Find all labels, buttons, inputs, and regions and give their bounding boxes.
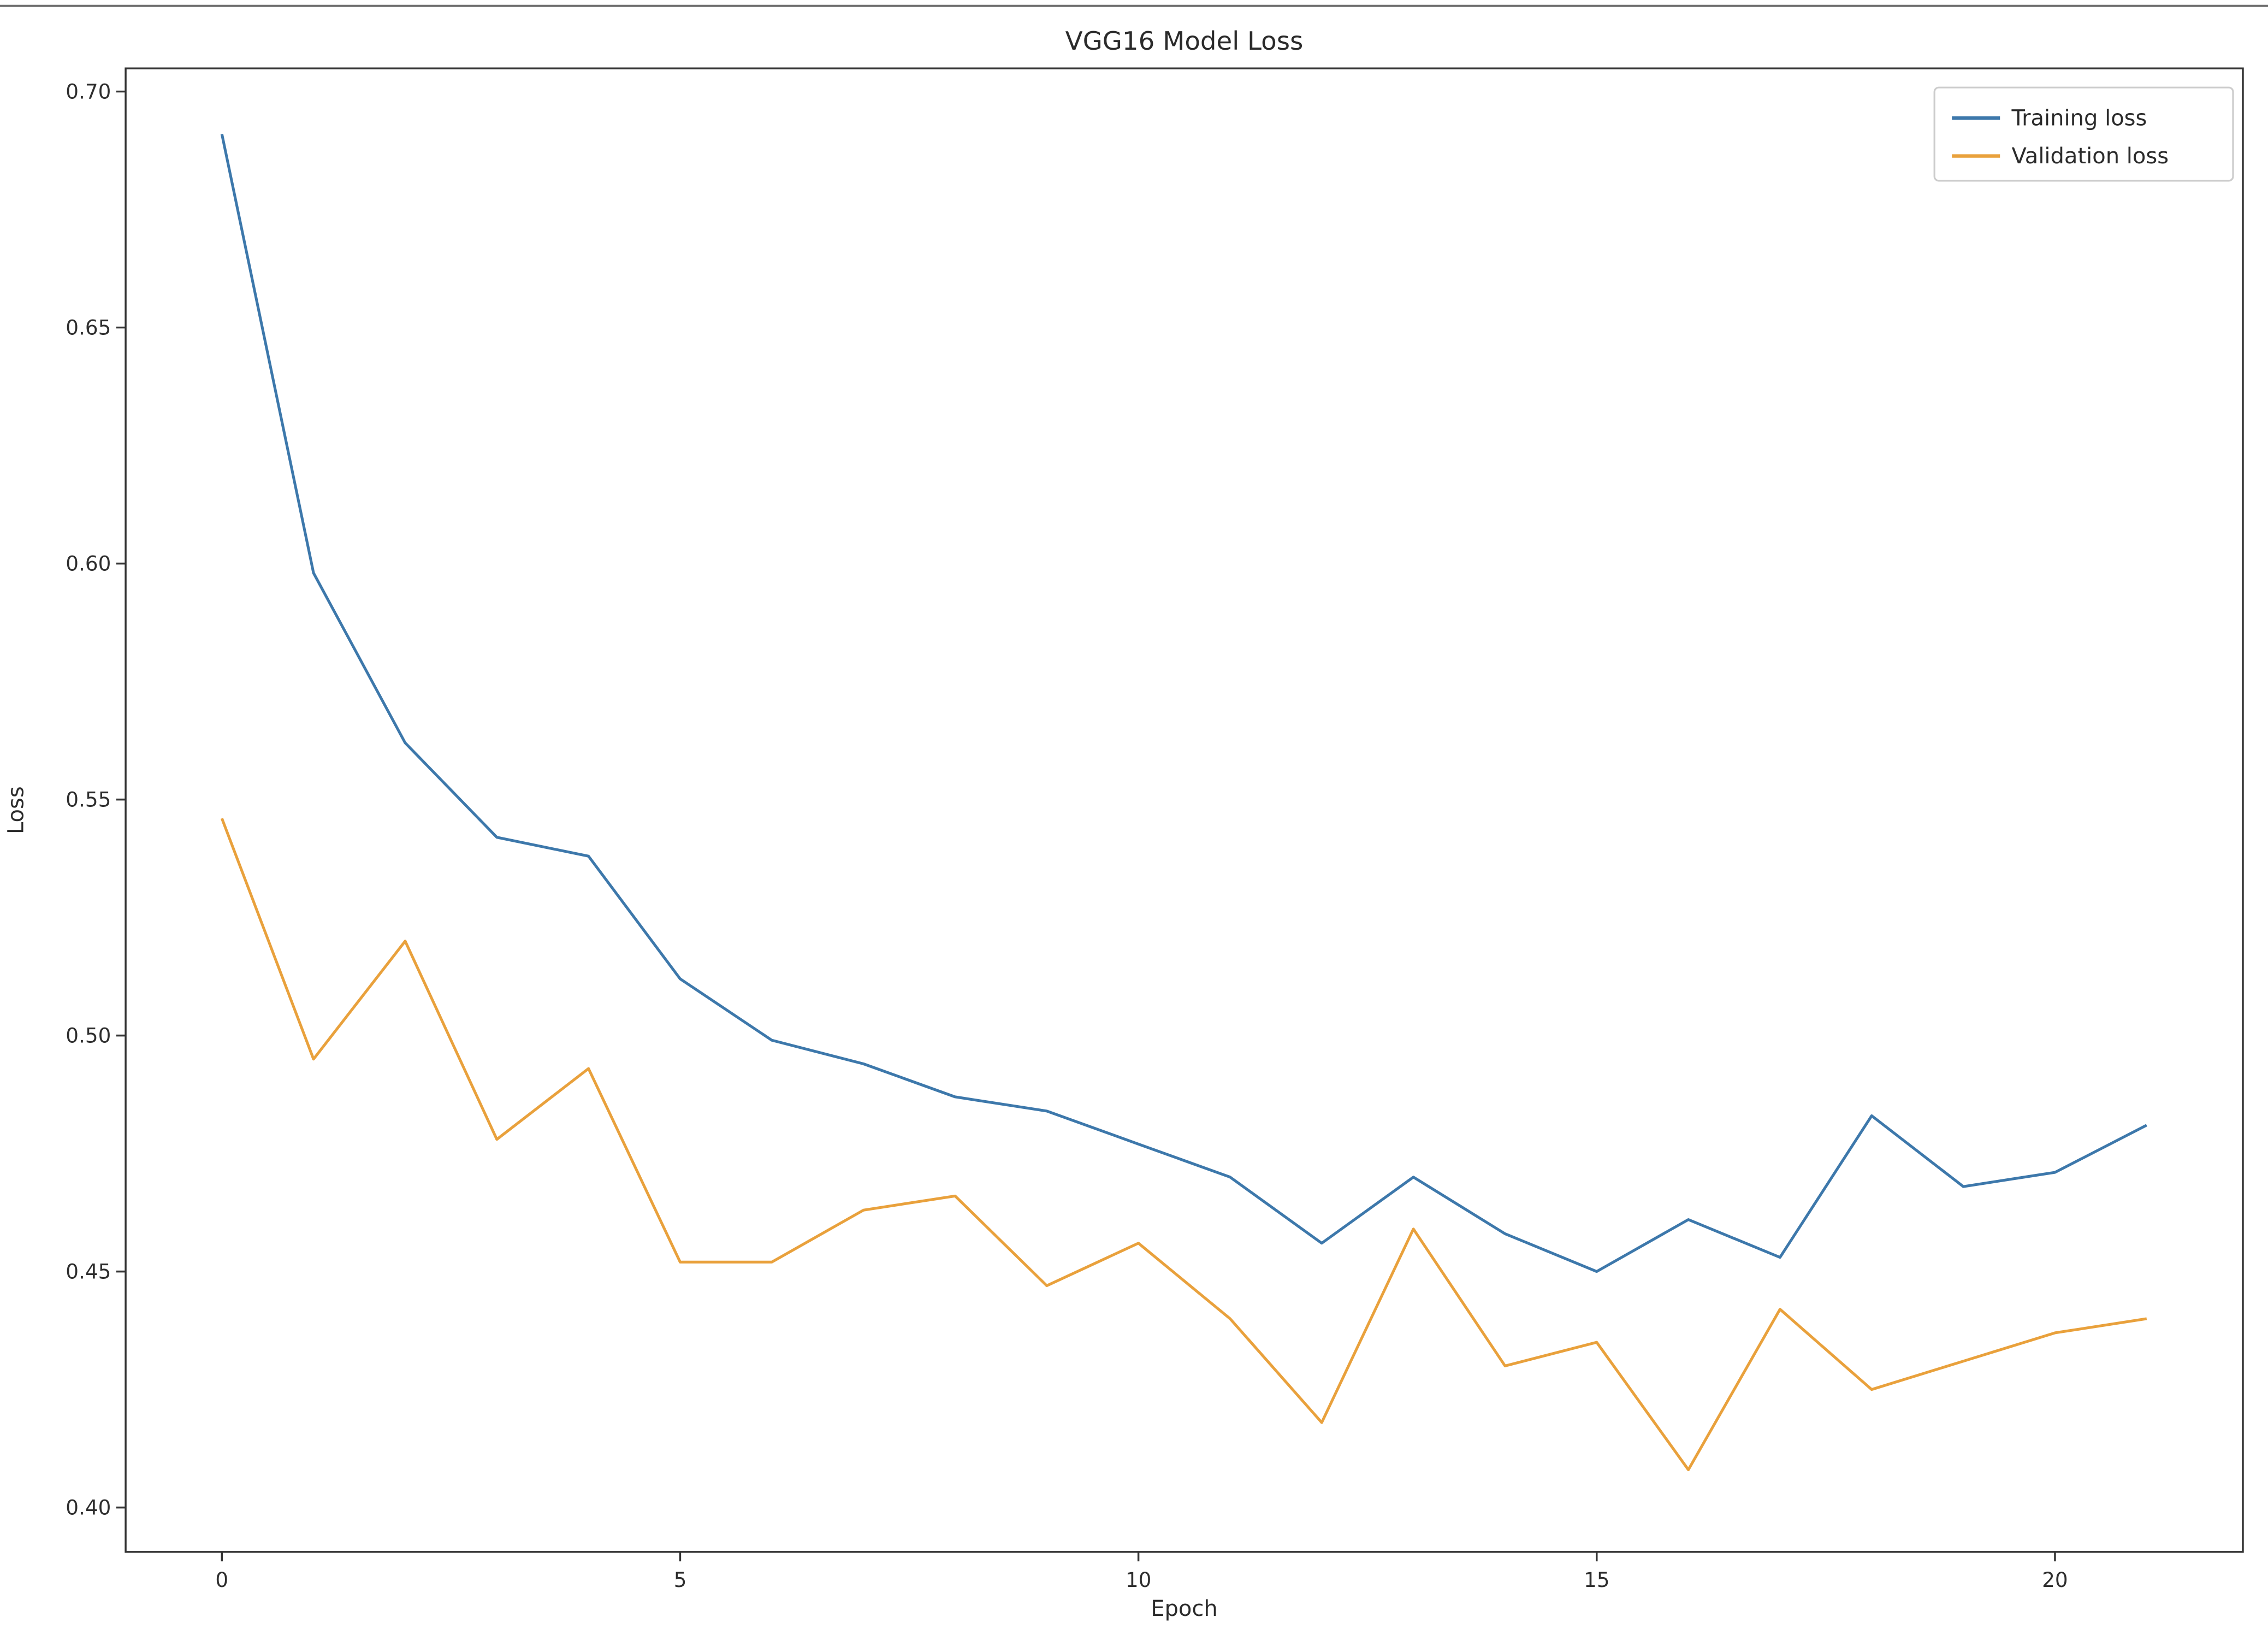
legend-label-validation-loss: Validation loss	[2012, 144, 2169, 169]
series-line-validation-loss	[220, 818, 2147, 1472]
x-tick-label: 5	[674, 1568, 687, 1592]
y-axis-label: Loss	[4, 786, 29, 834]
legend-box	[1933, 86, 2234, 182]
x-tick-label: 10	[1126, 1568, 1152, 1592]
legend: Training loss Validation loss	[1933, 86, 2234, 182]
y-tick-label: 0.40	[66, 1495, 111, 1519]
x-tick-label: 20	[2042, 1568, 2068, 1592]
y-tick-label: 0.65	[66, 315, 111, 339]
y-tick-label: 0.70	[66, 79, 111, 103]
axes-box	[125, 67, 2244, 1553]
x-tick-label: 0	[215, 1568, 228, 1592]
y-axis-ticks: 0.40 0.45 0.50 0.55 0.60 0.65 0.70	[66, 79, 126, 1519]
x-axis-ticks: 0 5 10 15 20	[215, 1551, 2068, 1592]
axes: 0 5 10 15 20 0.40 0.45 0.50 0.55 0.60 0.65 0.70	[66, 67, 2244, 1592]
chart-title: VGG16 Model Loss	[1065, 27, 1304, 56]
y-tick-label: 0.45	[66, 1259, 111, 1283]
legend-label-training-loss: Training loss	[2011, 106, 2147, 131]
y-tick-label: 0.55	[66, 787, 111, 811]
y-tick-label: 0.60	[66, 551, 111, 575]
data-series	[220, 133, 2147, 1472]
x-tick-label: 15	[1584, 1568, 1610, 1592]
x-axis-label: Epoch	[1151, 1596, 1217, 1621]
series-line-training-loss	[220, 133, 2147, 1273]
y-tick-label: 0.50	[66, 1023, 111, 1047]
